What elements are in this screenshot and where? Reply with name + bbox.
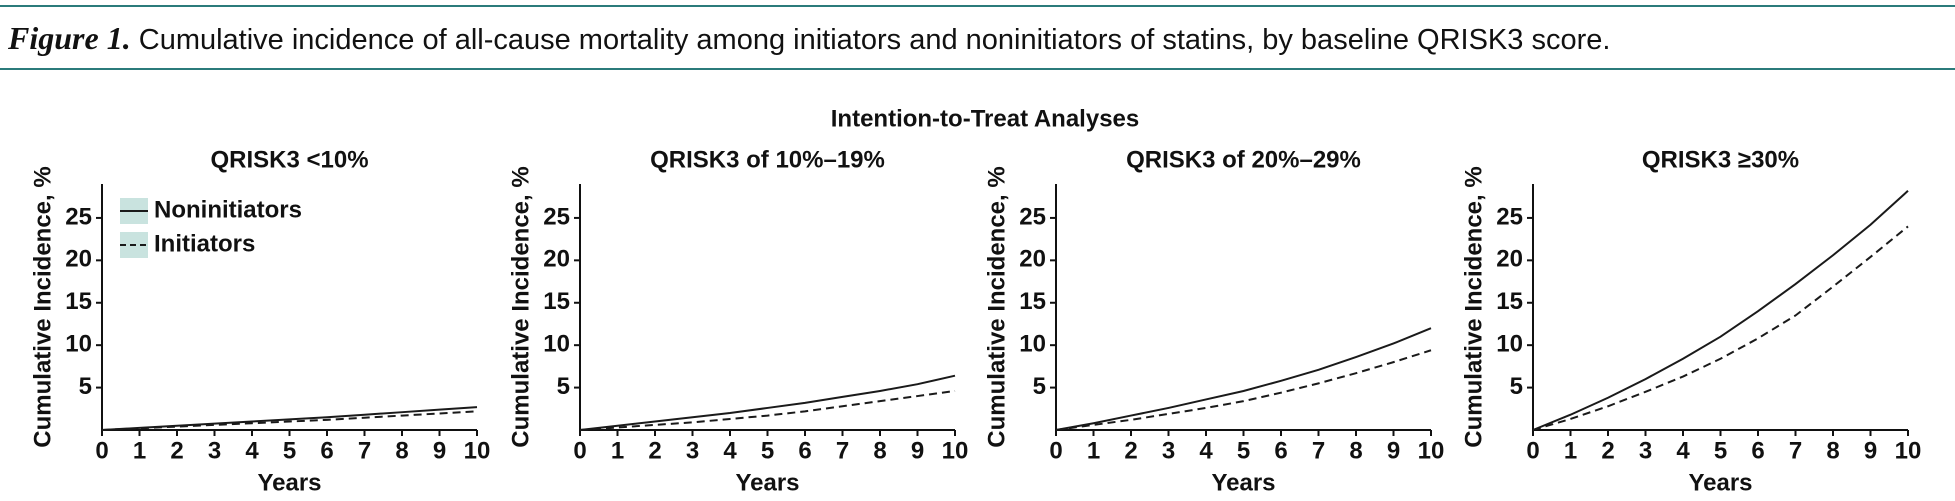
x-tick-label: 1	[1087, 437, 1100, 464]
x-tick-label: 9	[433, 437, 446, 464]
y-tick-label: 5	[1510, 373, 1523, 400]
x-tick-label: 6	[1274, 437, 1287, 464]
y-axis-label: Cumulative Incidence, %	[983, 166, 1010, 447]
y-tick-label: 20	[1019, 246, 1046, 273]
legend-label: Initiators	[154, 230, 255, 257]
legend-label: Noninitiators	[154, 196, 302, 223]
x-tick-label: 3	[208, 437, 221, 464]
x-tick-label: 8	[873, 437, 886, 464]
x-tick-label: 9	[1864, 437, 1877, 464]
chart-title: QRISK3 ≥30%	[1642, 146, 1799, 173]
chart-title: QRISK3 of 10%–19%	[650, 146, 885, 173]
x-tick-label: 0	[1526, 437, 1539, 464]
series-line	[579, 374, 956, 431]
y-axis-label: Cumulative Incidence, %	[29, 166, 56, 447]
y-tick-label: 25	[1019, 203, 1046, 230]
series-line	[101, 406, 478, 431]
y-tick-label: 25	[1496, 203, 1523, 230]
y-tick-label: 15	[65, 288, 92, 315]
x-tick-label: 7	[358, 437, 371, 464]
x-tick-label: 8	[1826, 437, 1839, 464]
x-tick-label: 7	[836, 437, 849, 464]
y-tick-label: 5	[1033, 373, 1046, 400]
series-line	[1532, 190, 1909, 431]
x-axis-label: Years	[1688, 469, 1752, 496]
y-tick-label: 20	[543, 246, 570, 273]
x-tick-label: 10	[1895, 437, 1922, 464]
y-axis-label: Cumulative Incidence, %	[1460, 166, 1487, 447]
x-tick-label: 1	[611, 437, 624, 464]
series-line	[1055, 349, 1432, 431]
x-tick-label: 7	[1789, 437, 1802, 464]
x-tick-label: 2	[1124, 437, 1137, 464]
x-tick-label: 7	[1312, 437, 1325, 464]
x-tick-label: 10	[1418, 437, 1445, 464]
top-rule	[0, 5, 1955, 7]
x-tick-label: 0	[95, 437, 108, 464]
x-tick-label: 0	[573, 437, 586, 464]
x-tick-label: 8	[395, 437, 408, 464]
x-tick-label: 5	[761, 437, 774, 464]
x-tick-label: 10	[464, 437, 491, 464]
x-tick-label: 8	[1349, 437, 1362, 464]
chart-title: QRISK3 <10%	[210, 146, 368, 173]
series-line	[1055, 327, 1432, 431]
series-line	[101, 410, 478, 431]
x-tick-label: 9	[1387, 437, 1400, 464]
series-line	[579, 389, 956, 431]
x-tick-label: 4	[1199, 437, 1213, 464]
y-tick-label: 20	[1496, 246, 1523, 273]
x-tick-label: 2	[1601, 437, 1614, 464]
x-axis-label: Years	[1211, 469, 1275, 496]
x-tick-label: 9	[911, 437, 924, 464]
x-axis-label: Years	[735, 469, 799, 496]
x-tick-label: 5	[283, 437, 296, 464]
x-axis-label: Years	[257, 469, 321, 496]
caption-text: Cumulative incidence of all-cause mortal…	[138, 24, 1611, 56]
x-tick-label: 3	[686, 437, 699, 464]
y-axis-label: Cumulative Incidence, %	[507, 166, 534, 447]
heading: Intention-to-Treat Analyses	[831, 105, 1139, 132]
y-tick-label: 5	[79, 373, 92, 400]
y-tick-label: 15	[1496, 288, 1523, 315]
series-line	[1532, 225, 1909, 431]
x-tick-label: 1	[1564, 437, 1577, 464]
x-tick-label: 4	[1676, 437, 1690, 464]
figure-caption: Figure 1. Cumulative incidence of all-ca…	[8, 20, 1610, 57]
y-tick-label: 5	[557, 373, 570, 400]
x-tick-label: 3	[1162, 437, 1175, 464]
x-tick-label: 10	[942, 437, 969, 464]
x-tick-label: 1	[133, 437, 146, 464]
y-tick-label: 25	[543, 203, 570, 230]
figure-label: Figure 1.	[8, 20, 131, 56]
y-tick-label: 10	[1496, 331, 1523, 358]
x-tick-label: 0	[1049, 437, 1062, 464]
caption-rule	[0, 68, 1955, 70]
y-tick-label: 15	[1019, 288, 1046, 315]
y-tick-label: 20	[65, 246, 92, 273]
y-tick-label: 15	[543, 288, 570, 315]
y-tick-label: 10	[1019, 331, 1046, 358]
x-tick-label: 3	[1639, 437, 1652, 464]
x-tick-label: 6	[320, 437, 333, 464]
x-tick-label: 5	[1237, 437, 1250, 464]
x-tick-label: 4	[245, 437, 259, 464]
x-tick-label: 5	[1714, 437, 1727, 464]
y-tick-label: 25	[65, 203, 92, 230]
chart-title: QRISK3 of 20%–29%	[1126, 146, 1361, 173]
x-tick-label: 4	[723, 437, 737, 464]
y-tick-label: 10	[65, 331, 92, 358]
x-tick-label: 6	[1751, 437, 1764, 464]
x-tick-label: 6	[798, 437, 811, 464]
y-tick-label: 10	[543, 331, 570, 358]
x-tick-label: 2	[170, 437, 183, 464]
x-tick-label: 2	[648, 437, 661, 464]
